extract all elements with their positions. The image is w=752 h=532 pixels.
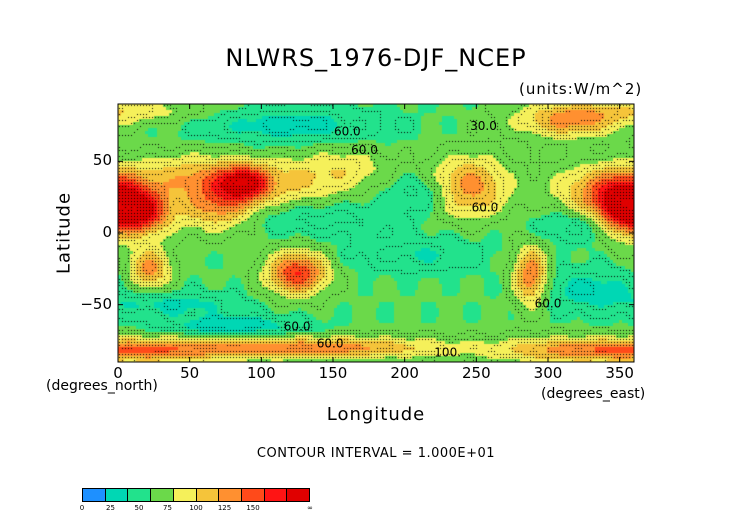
contour-label: 60.0 xyxy=(284,319,311,333)
y-axis-label: Latitude xyxy=(53,191,75,275)
colorbar-tick-label: 25 xyxy=(106,504,115,512)
colorbar-swatch xyxy=(264,489,288,501)
contour-interval-note: CONTOUR INTERVAL = 1.000E+01 xyxy=(256,446,496,461)
x-unit-left: (degrees_north) xyxy=(46,378,158,394)
colorbar-swatch xyxy=(173,489,197,501)
colorbar-swatch xyxy=(219,489,242,501)
y-tick-label: 0 xyxy=(102,223,112,241)
colorbar-swatch xyxy=(287,489,310,501)
colorbar-swatch xyxy=(196,489,220,501)
colorbar-swatch xyxy=(241,489,265,501)
x-tick-label: 0 xyxy=(113,364,123,382)
x-tick-label: 250 xyxy=(462,364,491,382)
contour-label: 60.0 xyxy=(317,337,344,351)
colorbar-tick-label: 0 xyxy=(79,504,85,512)
contour-label: 60.0 xyxy=(535,297,562,311)
x-axis-label: Longitude xyxy=(326,404,426,425)
heatmap-field xyxy=(118,104,634,362)
x-tick-label: 150 xyxy=(318,364,348,382)
colorbar-swatch xyxy=(105,489,129,501)
colorbar-swatch xyxy=(128,489,152,501)
chart-title: NLWRS_1976-DJF_NCEP xyxy=(225,44,527,72)
contour-label: 60.0 xyxy=(472,201,499,215)
colorbar-swatch xyxy=(151,489,174,501)
colorbar-tick-label: 100 xyxy=(189,504,203,512)
colorbar-tick-label: 75 xyxy=(163,504,172,512)
x-tick-label: 100 xyxy=(247,364,276,382)
y-tick-label: −50 xyxy=(80,294,112,313)
y-tick-label: 50 xyxy=(92,151,112,170)
colorbar-tick-label: 125 xyxy=(217,504,232,512)
colorbar-tick-label: 50 xyxy=(134,504,144,512)
colorbar-tick-label: ∞ xyxy=(307,504,313,512)
units-label: (units:W/m^2) xyxy=(519,80,643,98)
colorbar-tick-label: 150 xyxy=(246,504,260,512)
x-tick-label: 350 xyxy=(605,364,634,382)
colorbar-swatch xyxy=(83,489,106,501)
colorbar xyxy=(82,488,310,502)
x-tick-label: 200 xyxy=(390,364,419,382)
x-tick-label: 50 xyxy=(180,364,200,382)
contour-label: 60.0 xyxy=(334,125,361,139)
x-tick-label: 300 xyxy=(533,364,563,382)
contour-label: 60.0 xyxy=(351,143,378,157)
contour-label: 100. xyxy=(434,345,461,359)
x-unit-right: (degrees_east) xyxy=(541,386,646,402)
contour-label: 30.0 xyxy=(470,119,497,133)
